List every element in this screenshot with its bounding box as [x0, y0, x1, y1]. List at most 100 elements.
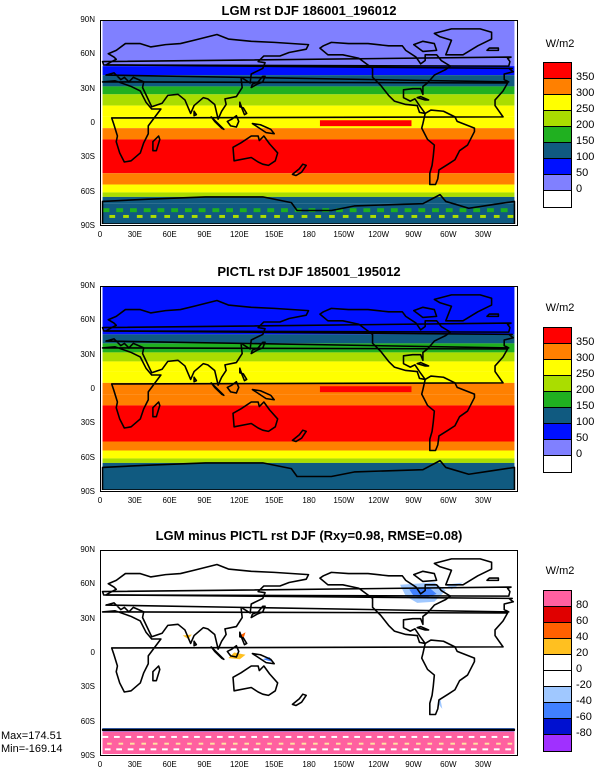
colorbar-label: 350: [576, 71, 595, 83]
colorbar-label: -20: [576, 679, 592, 691]
sumatra-outline: [210, 116, 225, 131]
contour-patch: [239, 208, 247, 213]
contour-patch: [230, 748, 237, 751]
colorbar-label: 200: [576, 384, 595, 396]
iceland-outline: [486, 47, 500, 52]
lon-tick-label: 90E: [197, 230, 212, 239]
lon-tick-label: 90E: [197, 496, 212, 505]
lon-tick-label: 120E: [229, 760, 249, 769]
lon-tick-label: 30W: [474, 496, 492, 505]
contour-patch: [432, 208, 439, 213]
contour-patch: [290, 742, 295, 745]
south-america-outline: [420, 375, 476, 452]
contour-patch: [384, 214, 390, 218]
japan-outline: [250, 341, 266, 355]
contour-patch: [184, 748, 191, 751]
contour-patch: [438, 742, 444, 745]
lat-tick-label: 60N: [80, 315, 95, 325]
japan-outline: [250, 75, 266, 89]
panel-pictl: PICTL rst DJF 185001_195012 W/m2: [100, 264, 574, 492]
colorbar-label: 0: [576, 663, 583, 675]
lon-tick-label: 150E: [264, 496, 284, 505]
lon-tick-label: 150E: [264, 230, 284, 239]
contour-band: [102, 139, 515, 174]
contour-patch: [301, 742, 307, 745]
contour-patch: [448, 748, 454, 751]
colorbar-swatch: [544, 63, 571, 79]
contour-patch: [141, 742, 147, 745]
new-guinea-outline: [251, 388, 275, 401]
contour-patch: [370, 214, 377, 218]
australia-outline: [232, 401, 279, 433]
contour-band: [102, 66, 515, 76]
colorbar-swatch: [544, 127, 571, 143]
contour-patch: [486, 208, 494, 213]
contour-band: [102, 361, 515, 372]
colorbar-swatch: [544, 360, 571, 376]
contour-patch: [262, 735, 269, 738]
lat-tick-label: 90N: [80, 545, 95, 554]
antarctica-outline: [101, 193, 516, 224]
contour-patch: [102, 735, 109, 738]
contour-patch: [500, 208, 508, 213]
contour-patch: [159, 735, 166, 738]
lat-tick-label: 0: [90, 118, 95, 127]
contour-patch: [139, 748, 145, 751]
antarctica-outline: [101, 459, 516, 490]
contour-patch: [267, 208, 275, 213]
max-value: Max=174.51: [1, 730, 62, 742]
contour-band: [102, 731, 515, 754]
contour-patch: [367, 748, 374, 751]
colorbar-swatch: [544, 671, 571, 687]
colorbar-swatch: [544, 79, 571, 95]
contour-patch: [297, 735, 303, 738]
contour-patch: [173, 748, 180, 751]
colorbar-label: 80: [576, 599, 589, 611]
contour-patch: [491, 735, 498, 738]
contour-patch: [503, 735, 509, 738]
contour-patch: [210, 742, 215, 745]
lon-tick-label: 60E: [162, 496, 177, 505]
philippines-outline: [239, 101, 248, 116]
contour-patch: [342, 214, 349, 218]
min-value: Min=-169.14: [1, 743, 63, 755]
contour-patch: [388, 735, 395, 738]
colorbar-swatch: [544, 703, 571, 719]
contour-patch: [244, 742, 250, 745]
colorbar-swatch: [544, 424, 571, 440]
lat-tick-label: 0: [90, 384, 95, 393]
contour-patch: [205, 214, 212, 218]
britain-outline: [101, 322, 512, 333]
lon-tick-label: 30E: [127, 760, 142, 769]
lon-tick-label: 30E: [127, 230, 142, 239]
sumatra-outline: [210, 646, 225, 661]
contour-patch: [413, 748, 420, 751]
lon-tick-label: 0: [97, 230, 103, 239]
contour-patch: [418, 208, 426, 213]
lon-tick-label: 60W: [440, 496, 457, 505]
contour-patch: [274, 214, 280, 218]
colorbar-swatch: [544, 639, 571, 655]
contour-patch: [377, 208, 385, 213]
contour-patch: [212, 208, 220, 213]
contour-patch: [402, 748, 409, 751]
panel-title: LGM minus PICTL rst DJF (Rxy=0.98, RMSE=…: [155, 528, 463, 543]
contour-patch: [125, 735, 132, 738]
contour-patch: [459, 748, 466, 751]
colorbar-swatch: [544, 392, 571, 408]
contour-patch: [143, 208, 151, 213]
contour-patch: [118, 742, 124, 745]
contour-patch: [116, 208, 124, 213]
contour-patch: [459, 208, 467, 213]
colorbar-swatch: [544, 328, 571, 344]
colorbar: [543, 590, 572, 752]
lon-tick-label: 120W: [368, 230, 390, 239]
contour-patch: [434, 735, 441, 738]
contour-patch: [198, 208, 206, 213]
contour-patch: [274, 735, 280, 738]
contour-patch: [315, 214, 322, 218]
contour-patch: [198, 742, 204, 745]
contour-patch: [116, 748, 122, 751]
contour-patch: [437, 697, 443, 709]
lon-tick-label: 30W: [474, 760, 492, 769]
